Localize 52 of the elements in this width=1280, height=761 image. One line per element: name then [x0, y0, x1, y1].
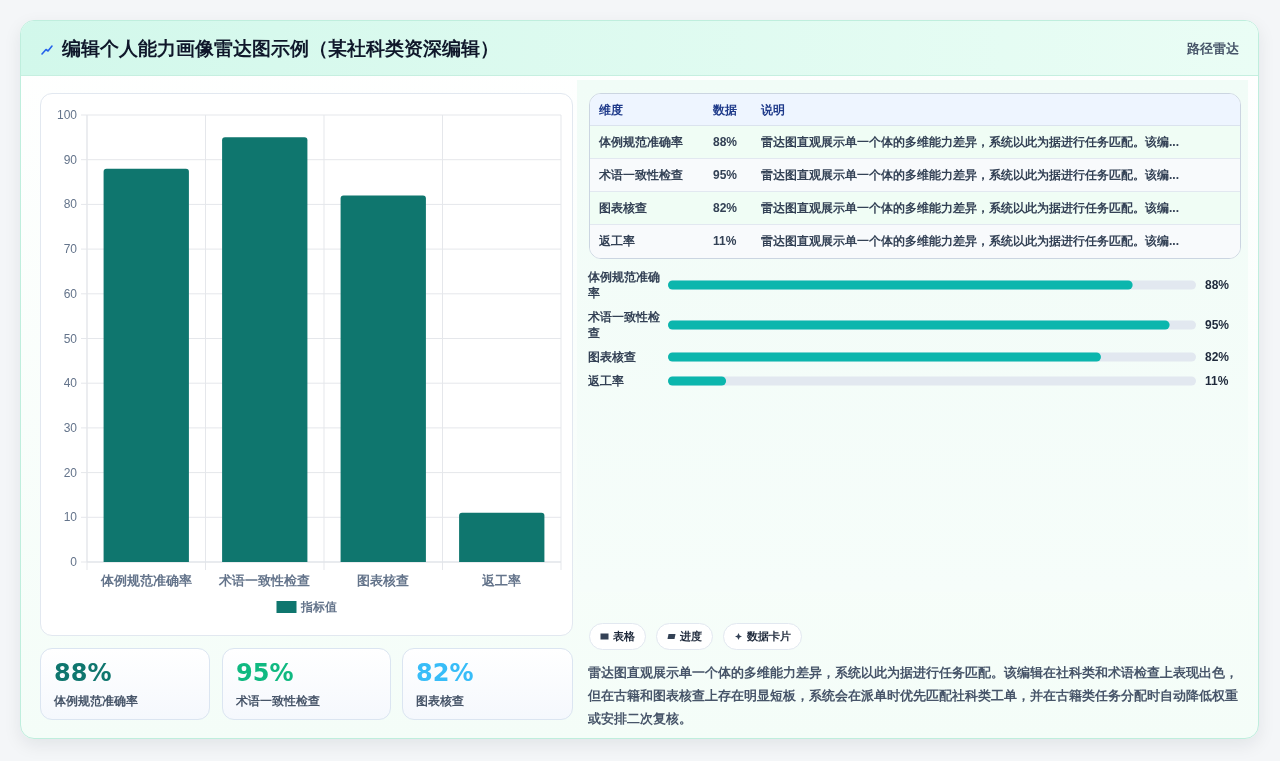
- text: 进度: [680, 629, 702, 644]
- text: 编辑个人能力画像雷达图示例（某社科类资深编辑）: [62, 37, 499, 61]
- y-tick-label: 20: [63, 465, 78, 480]
- data-label: 95%: [1205, 317, 1230, 333]
- text: 雷达图直观展示单一个体的多维能力差异，系统以此为据进行任务匹配。该编...: [761, 233, 1180, 250]
- y-tick-label: 体例规范准确率: [588, 269, 661, 301]
- text: 路径雷达: [1187, 40, 1239, 58]
- text: 数据卡片: [747, 629, 791, 644]
- text: 95%: [713, 168, 738, 182]
- bar: [340, 195, 426, 562]
- y-tick-label: 100: [56, 108, 78, 122]
- text: 雷达图直观展示单一个体的多维能力差异，系统以此为据进行任务匹配。该编...: [761, 200, 1180, 217]
- category-label: 术语一致性检查: [599, 167, 683, 184]
- data-label: 82%: [1205, 349, 1230, 365]
- text: 雷达图直观展示单一个体的多维能力差异，系统以此为据进行任务匹配。该编辑在社科类和术语检查上表现出色，但在古籍和图表核查上存在明显短板，系统会在派单时优先匹配社科类工单，并在古籍类任务分配时自动降低权重或安排二次复核。: [588, 664, 1239, 728]
- y-tick-label: 30: [63, 420, 78, 435]
- y-tick-label: 术语一致性检查: [588, 309, 661, 341]
- x-tick-label: 图表核查: [357, 572, 410, 588]
- text: 95%: [236, 659, 294, 687]
- category-label: 图表核查: [416, 693, 464, 709]
- text: 82%: [416, 659, 474, 687]
- text: 88%: [713, 135, 738, 149]
- bar: [103, 168, 189, 562]
- y-tick-label: 70: [63, 242, 78, 257]
- text: 雷达图直观展示单一个体的多维能力差异，系统以此为据进行任务匹配。该编...: [761, 134, 1180, 151]
- text: 82%: [713, 201, 738, 215]
- y-tick-label: 图表核查: [588, 349, 637, 365]
- y-tick-label: 40: [63, 376, 78, 391]
- text: 雷达图直观展示单一个体的多维能力差异，系统以此为据进行任务匹配。该编...: [761, 167, 1180, 184]
- data-label: 88%: [1205, 277, 1230, 293]
- legend-label: 指标值: [299, 600, 337, 614]
- y-tick-label: 50: [63, 331, 78, 346]
- category-label: 术语一致性检查: [236, 693, 320, 709]
- y-tick-label: 返工率: [588, 373, 625, 389]
- text: 维度: [599, 102, 623, 119]
- text: 88%: [54, 659, 112, 687]
- bar: [459, 512, 545, 562]
- x-tick-label: 体例规范准确率: [99, 572, 192, 588]
- y-tick-label: 80: [63, 197, 78, 212]
- data-label: 11%: [1205, 373, 1229, 389]
- y-tick-label: 90: [63, 152, 78, 167]
- y-tick-label: 10: [63, 510, 78, 525]
- category-label: 体例规范准确率: [599, 134, 683, 151]
- text: 数据: [713, 102, 737, 119]
- x-tick-label: 返工率: [481, 572, 522, 588]
- x-tick-label: 术语一致性检查: [218, 572, 311, 588]
- text: 11%: [713, 234, 737, 248]
- bar: [222, 137, 308, 562]
- y-tick-label: 60: [63, 286, 78, 301]
- text: 说明: [761, 102, 785, 119]
- text: 表格: [613, 629, 635, 644]
- y-tick-label: 0: [70, 555, 78, 569]
